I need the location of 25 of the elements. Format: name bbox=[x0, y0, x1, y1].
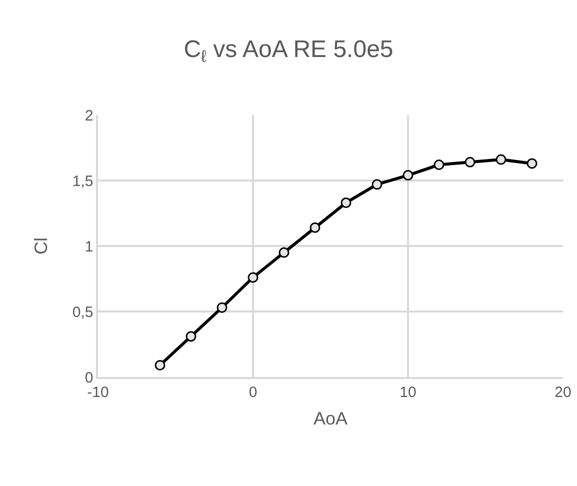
point bbox=[464, 156, 476, 168]
x-tick-label: 0 bbox=[248, 384, 258, 401]
y-tick-label: 1 bbox=[84, 238, 94, 256]
y-tick-label: 0,5 bbox=[72, 304, 94, 321]
y-tick-label: 2 bbox=[84, 107, 94, 124]
point bbox=[216, 302, 228, 313]
chart-title: C$_{ℓ}$ vs AoA RE 5.0e5 bbox=[184, 36, 394, 66]
y-tick-label: 0 bbox=[84, 369, 94, 386]
x-tick-label: -10 bbox=[87, 384, 109, 401]
x-axis-title: AoA bbox=[313, 408, 348, 428]
point bbox=[372, 179, 382, 190]
point bbox=[402, 170, 414, 181]
point bbox=[186, 331, 196, 342]
point bbox=[310, 222, 320, 233]
x-tick-label: 20 bbox=[554, 384, 572, 401]
point bbox=[496, 154, 506, 165]
point bbox=[340, 198, 352, 208]
x-tick-label: 10 bbox=[400, 384, 416, 401]
point bbox=[434, 160, 444, 170]
y-tick-label: 1,5 bbox=[72, 172, 94, 190]
point bbox=[154, 360, 166, 370]
point bbox=[526, 158, 538, 169]
point bbox=[248, 272, 258, 283]
y-axis-title: Cl bbox=[31, 238, 52, 254]
point bbox=[278, 247, 290, 258]
